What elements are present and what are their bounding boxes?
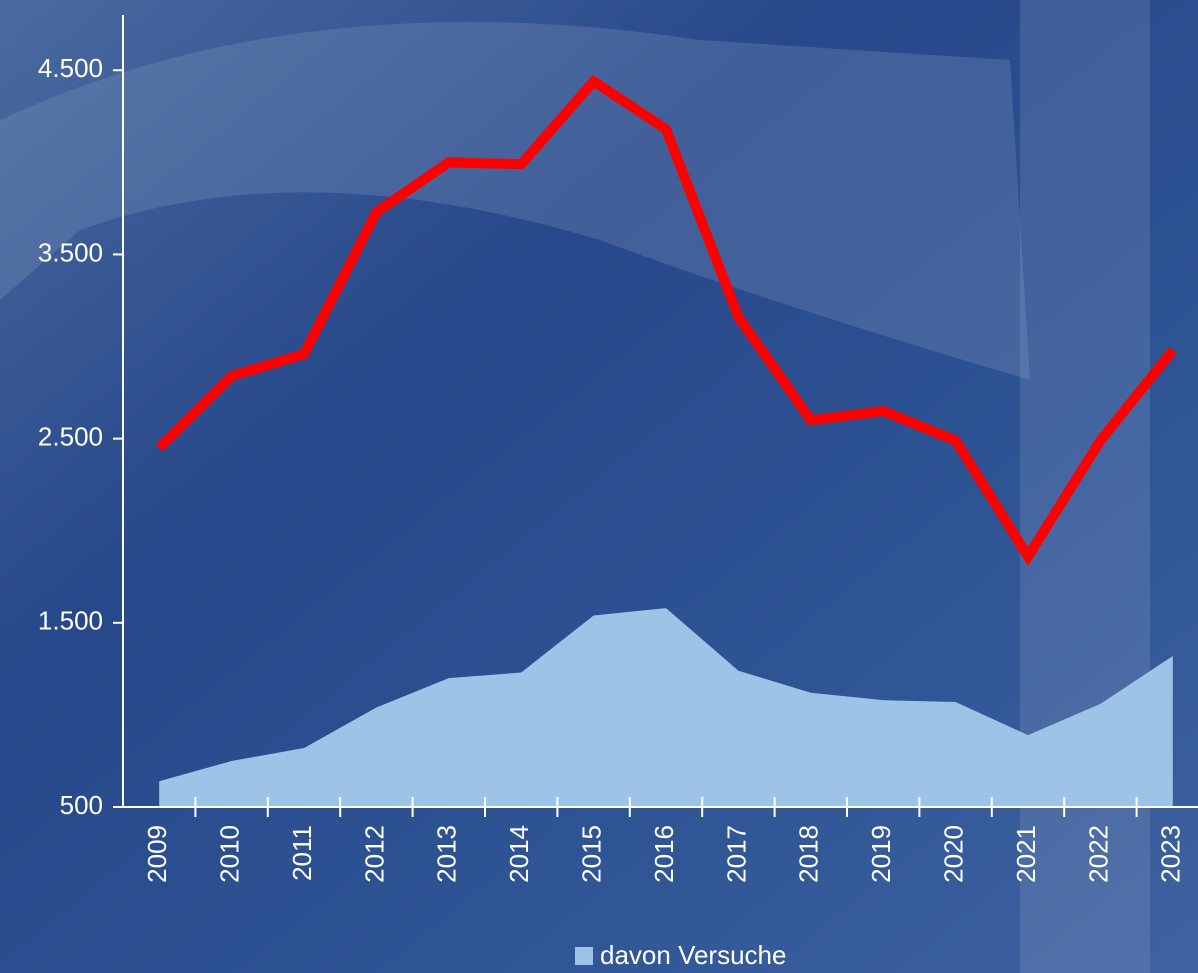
x-tick-label: 2011 [287, 825, 317, 881]
x-tick-label: 2022 [1083, 825, 1113, 883]
x-tick-group: 2014 [504, 825, 534, 883]
x-tick-label: 2017 [721, 825, 751, 883]
x-tick-group: 2011 [287, 825, 317, 881]
x-tick-group: 2022 [1083, 825, 1113, 883]
x-tick-label: 2013 [432, 825, 462, 883]
x-tick-group: 2020 [938, 825, 968, 883]
x-tick-label: 2023 [1156, 825, 1186, 883]
x-tick-group: 2009 [142, 825, 172, 883]
x-tick-label: 2021 [1011, 825, 1041, 883]
x-tick-label: 2014 [504, 825, 534, 883]
y-tick-label: 500 [60, 790, 103, 820]
x-tick-group: 2010 [214, 825, 244, 883]
x-tick-label: 2009 [142, 825, 172, 883]
x-tick-label: 2016 [649, 825, 679, 883]
legend-label: davon Versuche [600, 940, 786, 970]
x-tick-label: 2015 [576, 825, 606, 883]
x-tick-group: 2018 [794, 825, 824, 883]
area [159, 608, 1173, 807]
x-tick-label: 2018 [794, 825, 824, 883]
y-tick-label: 1.500 [38, 606, 103, 636]
x-tick-group: 2023 [1156, 825, 1186, 883]
legend-swatch [575, 947, 593, 965]
y-tick-label: 2.500 [38, 422, 103, 452]
x-tick-group: 2013 [432, 825, 462, 883]
x-tick-group: 2021 [1011, 825, 1041, 883]
background-shape [0, 22, 1030, 380]
x-tick-label: 2019 [866, 825, 896, 883]
y-tick-label: 4.500 [38, 53, 103, 83]
x-tick-group: 2019 [866, 825, 896, 883]
line [155, 74, 1177, 566]
x-tick-group: 2012 [359, 825, 389, 883]
x-tick-group: 2016 [649, 825, 679, 883]
background-shape [1020, 0, 1150, 973]
y-tick-label: 3.500 [38, 237, 103, 267]
x-tick-label: 2010 [214, 825, 244, 883]
x-tick-group: 2015 [576, 825, 606, 883]
x-tick-label: 2012 [359, 825, 389, 883]
x-tick-group: 2017 [721, 825, 751, 883]
x-tick-label: 2020 [938, 825, 968, 883]
